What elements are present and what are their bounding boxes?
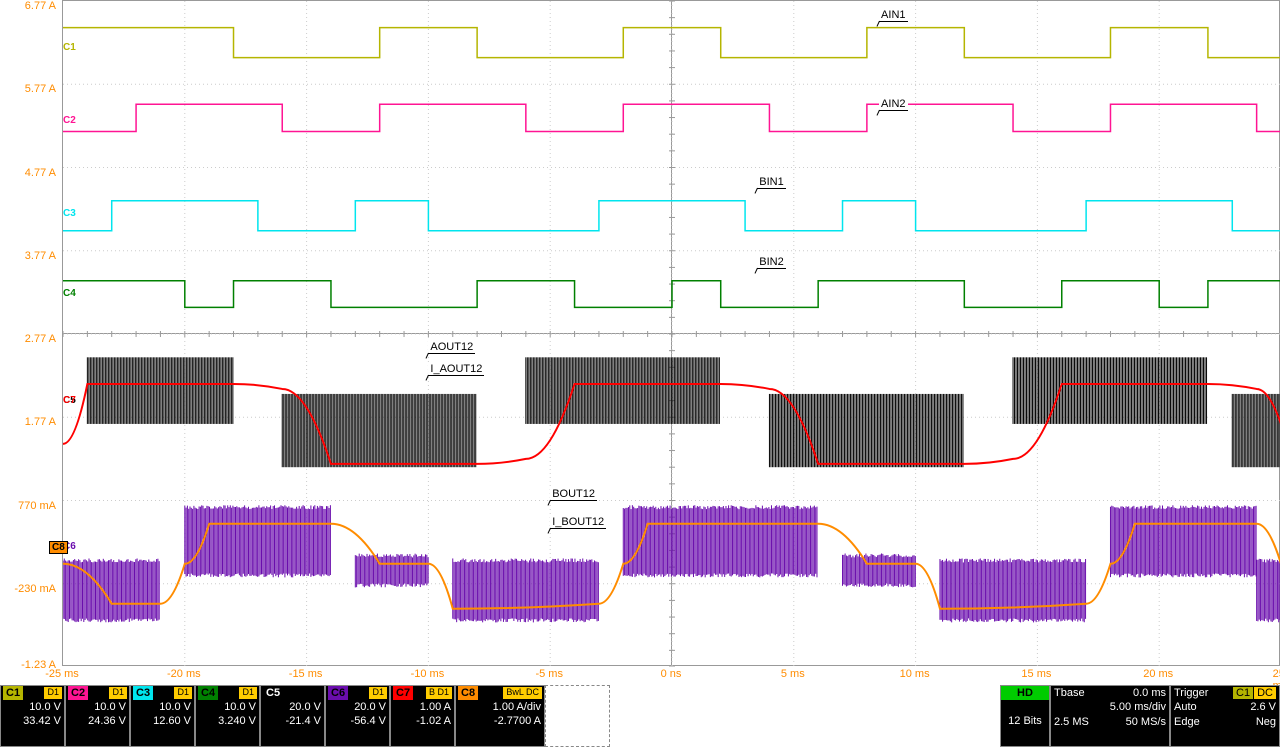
trigger-auto: Auto (1174, 700, 1197, 714)
trigger-box: Trigger C1DC Auto 2.6 V Edge Neg (1170, 685, 1280, 747)
timebase-box: Tbase 0.0 ms 5.00 ms/div 2.5 MS 50 MS/s (1050, 685, 1170, 747)
x-tick: -10 ms (411, 668, 445, 680)
y-tick: 6.77 A (25, 0, 56, 12)
trigger-label: Trigger (1174, 686, 1208, 700)
y-tick: 3.77 A (25, 250, 56, 262)
trace-label: BIN2 (757, 256, 785, 269)
y-tick: 1.77 A (25, 416, 56, 428)
trigger-edge: Edge (1174, 715, 1200, 729)
hd-bits: 12 Bits (1001, 714, 1049, 728)
x-tick: -25 ms (45, 668, 79, 680)
trace-label: BIN1 (757, 176, 785, 189)
x-tick: -15 ms (289, 668, 323, 680)
y-tick: -230 mA (14, 583, 56, 595)
y-tick: 2.77 A (25, 333, 56, 345)
x-tick: 10 ms (900, 668, 930, 680)
tbase-samples: 2.5 MS (1054, 715, 1089, 729)
trace-label: AIN1 (879, 9, 907, 22)
hd-box: HD 12 Bits (1000, 685, 1050, 747)
x-tick: -5 ms (535, 668, 563, 680)
tbase-rate: 50 MS/s (1126, 715, 1166, 729)
x-tick: 20 ms (1143, 668, 1173, 680)
plot-area: C1C2C3C4C5C6C7C8 AIN1AIN2BIN1BIN2AOUT12I… (62, 0, 1280, 666)
trace-label: I_AOUT12 (428, 363, 484, 376)
oscilloscope-screenshot: 6.77 A 5.77 A 4.77 A 3.77 A 2.77 A 1.77 … (0, 0, 1280, 747)
channel-marker-c2: C2 (61, 115, 78, 126)
channel-info-c4: C4D1 10.0 V 3.240 V (195, 685, 260, 747)
channel-boxes: C1D1 10.0 V 33.42 V C2D1 10.0 V 24.36 V … (0, 685, 545, 747)
y-axis: 6.77 A 5.77 A 4.77 A 3.77 A 2.77 A 1.77 … (0, 0, 60, 666)
empty-channel-slot (545, 685, 610, 747)
channel-marker-c8: C8 (49, 541, 68, 554)
tbase-label: Tbase (1054, 686, 1085, 700)
channel-info-c7: C7B D1 1.00 A -1.02 A (390, 685, 455, 747)
trace-label: BOUT12 (550, 488, 597, 501)
tbase-offset: 0.0 ms (1133, 686, 1166, 700)
channel-marker-c4: C4 (61, 288, 78, 299)
channel-info-c6: C6D1 20.0 V -56.4 V (325, 685, 390, 747)
trace-label: AIN2 (879, 98, 907, 111)
waveforms (63, 1, 1280, 667)
trace-label: I_BOUT12 (550, 516, 606, 529)
x-tick: 5 ms (781, 668, 805, 680)
trigger-level: 2.6 V (1250, 700, 1276, 714)
x-tick: 0 ns (661, 668, 682, 680)
y-tick: 770 mA (18, 500, 56, 512)
x-axis: -25 ms -20 ms -15 ms -10 ms -5 ms 0 ns 5… (62, 666, 1280, 684)
trigger-mode: DC (1254, 687, 1276, 699)
channel-info-c8: C8BwL DC 1.00 A/div -2.7700 A (455, 685, 545, 747)
channel-info-c5: C5 20.0 V -21.4 V (260, 685, 325, 747)
channel-info-c2: C2D1 10.0 V 24.36 V (65, 685, 130, 747)
x-tick: -20 ms (167, 668, 201, 680)
x-tick: 15 ms (1021, 668, 1051, 680)
tbase-div: 5.00 ms/div (1051, 700, 1169, 714)
channel-marker-c1: C1 (61, 42, 78, 53)
trace-label: AOUT12 (428, 341, 475, 354)
channel-marker-c3: C3 (61, 208, 78, 219)
trigger-src: C1 (1233, 687, 1253, 699)
channel-marker-c7: C7 (61, 395, 78, 406)
channel-info-c1: C1D1 10.0 V 33.42 V (0, 685, 65, 747)
channel-info-c3: C3D1 10.0 V 12.60 V (130, 685, 195, 747)
trigger-pol: Neg (1256, 715, 1276, 729)
footer-panel: C1D1 10.0 V 33.42 V C2D1 10.0 V 24.36 V … (0, 685, 1280, 747)
y-tick: 5.77 A (25, 83, 56, 95)
hd-label: HD (1001, 686, 1049, 700)
y-tick: 4.77 A (25, 167, 56, 179)
